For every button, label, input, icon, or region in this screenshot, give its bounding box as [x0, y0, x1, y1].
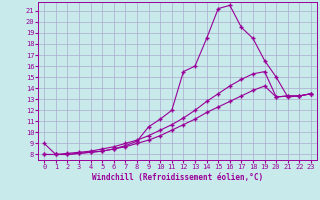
X-axis label: Windchill (Refroidissement éolien,°C): Windchill (Refroidissement éolien,°C) — [92, 173, 263, 182]
